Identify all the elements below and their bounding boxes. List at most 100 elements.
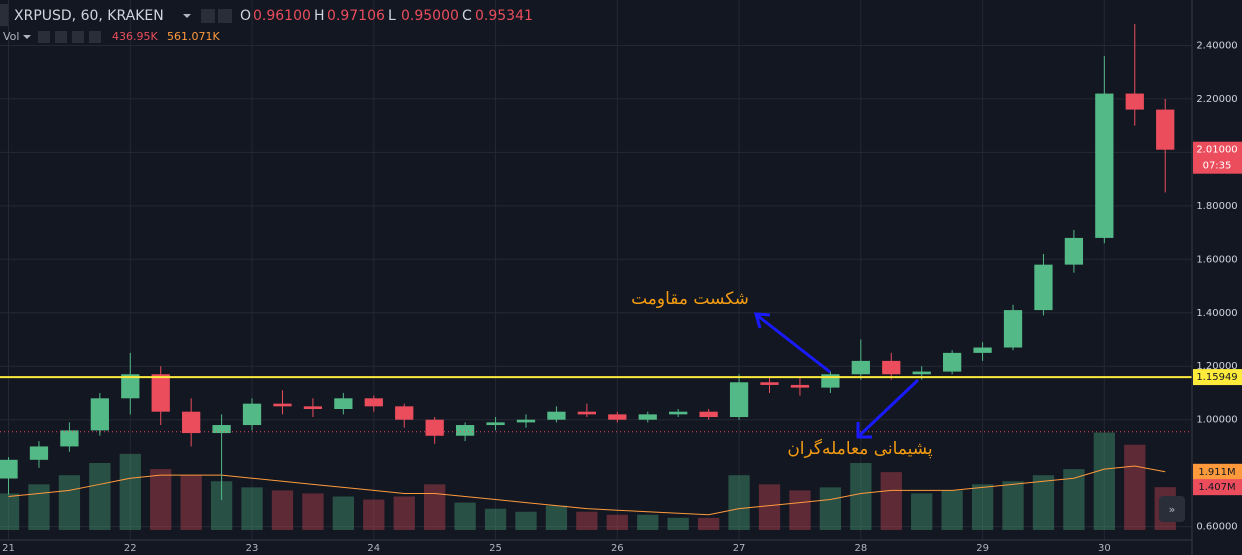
- volume-bar: [758, 484, 781, 530]
- candle-body: [1003, 310, 1023, 348]
- y-tick-label: 0.60000: [1196, 522, 1237, 533]
- ohlc-value: 0.95000: [401, 8, 459, 24]
- volume-bar: [332, 496, 355, 530]
- volume-bar: [484, 508, 507, 530]
- volume-bar: [363, 499, 385, 530]
- y-tick-label: 1.80000: [1196, 201, 1237, 212]
- annotation: پشیمانی معامله‌گران: [787, 438, 933, 459]
- volume-bar: [1124, 444, 1146, 530]
- candle-body: [760, 382, 779, 385]
- volume-bar: [393, 496, 415, 530]
- candle-body: [1034, 264, 1053, 311]
- price-tag-label: 1.15949: [1196, 372, 1237, 383]
- candle-body: [669, 411, 688, 415]
- x-tick-label: 22: [124, 543, 137, 554]
- volume-bar: [210, 481, 233, 530]
- dropdown[interactable]: [183, 14, 191, 18]
- menu-icon[interactable]: [0, 4, 8, 26]
- candle-body: [943, 352, 962, 372]
- candle-body: [0, 459, 18, 479]
- volume-bar: [819, 487, 842, 530]
- scroll-icon[interactable]: »: [1169, 503, 1176, 516]
- candle-body: [1156, 109, 1175, 150]
- candle-body: [151, 374, 170, 412]
- candle-body: [547, 411, 566, 420]
- candle-body: [608, 414, 627, 420]
- annotation: شکست مقاومت: [631, 289, 749, 309]
- candle-body: [242, 403, 262, 426]
- candle-body: [851, 360, 870, 375]
- countdown: 07:35: [1203, 161, 1232, 172]
- candle-body: [973, 347, 992, 353]
- icon[interactable]: [89, 31, 101, 43]
- icon[interactable]: [55, 31, 67, 43]
- arrow: [757, 314, 831, 374]
- candle-body: [425, 419, 444, 436]
- x-tick-label: 25: [489, 543, 502, 554]
- volume-bar: [28, 484, 50, 530]
- ohlc-name: C: [462, 8, 472, 24]
- volume-bar: [850, 463, 872, 530]
- volume-bar: [637, 514, 659, 530]
- candle-body: [182, 411, 201, 434]
- volume-bar: [667, 517, 689, 530]
- arrow-head: [856, 422, 872, 439]
- icon[interactable]: [201, 9, 215, 23]
- icon[interactable]: [72, 31, 84, 43]
- icon[interactable]: [38, 31, 50, 43]
- volume-bar: [545, 505, 568, 530]
- dropdown[interactable]: [23, 35, 31, 39]
- volume-bar: [0, 493, 20, 530]
- candle-body: [455, 425, 475, 436]
- symbol-title[interactable]: XRPUSD, 60, KRAKEN: [14, 8, 164, 24]
- last-price-label: 2.01000: [1196, 145, 1237, 156]
- volume-bar: [241, 487, 263, 530]
- volume-bar: [58, 475, 81, 530]
- volume-tag: [1193, 479, 1242, 496]
- volume-tag-label: 1.407M: [1198, 482, 1235, 493]
- icon[interactable]: [218, 9, 232, 23]
- candle-body: [1125, 93, 1144, 110]
- x-tick-label: 23: [246, 543, 259, 554]
- x-tick-label: 26: [611, 543, 624, 554]
- volume-bar: [1002, 481, 1024, 530]
- volume-bar: [941, 490, 963, 530]
- ohlc-name: O: [240, 8, 251, 24]
- candle-body: [729, 382, 749, 418]
- volume-bar: [606, 514, 628, 530]
- candle-body: [516, 419, 536, 423]
- ohlc-name: H: [314, 8, 325, 24]
- volume-bar: [576, 511, 598, 530]
- price-tag: [1193, 369, 1242, 386]
- x-tick-label: 28: [854, 543, 867, 554]
- last-price-tag: [1193, 141, 1242, 174]
- ohlc-name: L: [388, 8, 396, 24]
- x-tick-label: 29: [976, 543, 989, 554]
- y-tick-label: 2.20000: [1196, 94, 1237, 105]
- arrow-head: [753, 312, 771, 329]
- ohlc-header: O 0.96100 H 0.97106 L 0.95000 C 0.95341: [240, 8, 533, 24]
- volume-bar: [302, 493, 324, 530]
- volume-ma: [8, 465, 1166, 516]
- volume-bar: [454, 502, 476, 530]
- x-tick-label: 27: [733, 543, 746, 554]
- volume-ma-value: 561.071K: [167, 30, 220, 43]
- volume-bar: [271, 490, 294, 530]
- candle-body: [212, 425, 231, 434]
- candle-body: [577, 411, 596, 415]
- x-tick-label: 21: [2, 543, 15, 554]
- candle-body: [486, 422, 505, 426]
- candle-body: [790, 384, 810, 388]
- volume-bar: [150, 469, 172, 530]
- volume-bar: [789, 490, 811, 530]
- x-tick-label: 24: [367, 543, 380, 554]
- candle-body: [638, 414, 657, 420]
- candle-body: [1064, 237, 1084, 265]
- y-tick-label: 1.00000: [1196, 415, 1237, 426]
- scroll-button[interactable]: [1159, 496, 1185, 522]
- volume-bar: [515, 511, 537, 530]
